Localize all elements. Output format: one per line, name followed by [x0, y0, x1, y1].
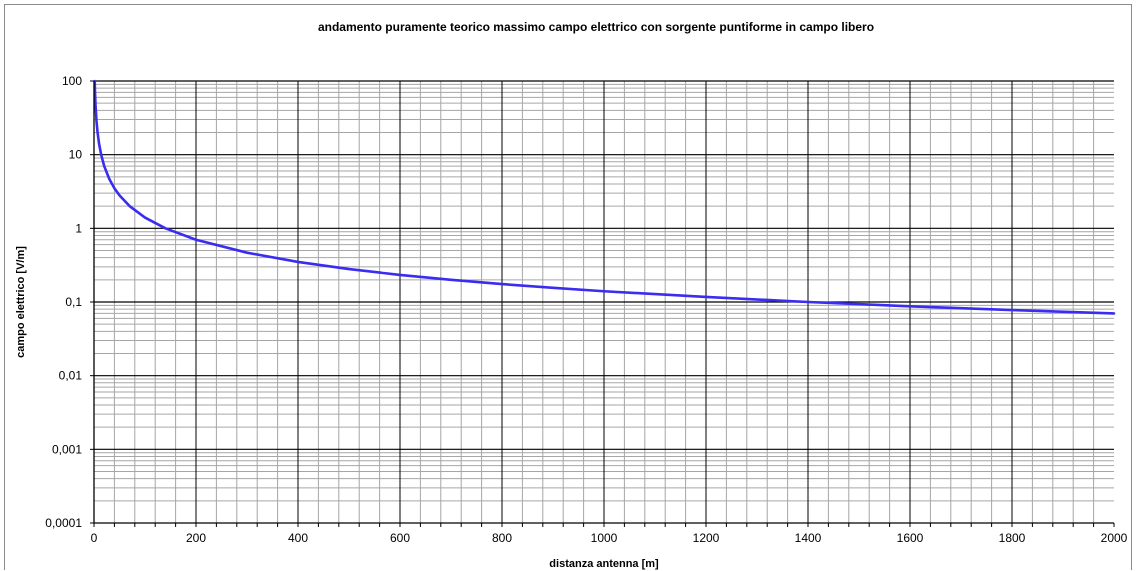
axes-group: [90, 80, 1115, 527]
y-tick-label: 0,01: [59, 369, 83, 383]
chart-title: andamento puramente teorico massimo camp…: [318, 20, 874, 34]
x-tick-label: 1200: [693, 531, 720, 545]
x-tick-label: 1600: [897, 531, 924, 545]
series-line: [93, 79, 1116, 315]
x-tick-label: 800: [492, 531, 512, 545]
x-tick-label: 1000: [591, 531, 618, 545]
x-tick-label: 200: [186, 531, 206, 545]
plot-grid: [94, 80, 1114, 523]
y-tick-label: 0,001: [52, 442, 82, 456]
y-tick-label: 1: [75, 221, 82, 235]
x-tick-label: 1800: [999, 531, 1026, 545]
x-tick-label: 2000: [1101, 531, 1128, 545]
x-tick-label: 400: [288, 531, 308, 545]
x-tick-label: 1400: [795, 531, 822, 545]
y-tick-label: 100: [62, 74, 82, 88]
y-tick-label: 0,0001: [45, 516, 82, 530]
series-group: [93, 79, 1116, 315]
x-axis-label: distanza antenna [m]: [549, 558, 659, 570]
y-tick-label: 0,1: [65, 295, 82, 309]
x-tick-label: 0: [91, 531, 98, 545]
chart-frame: [4, 4, 1132, 570]
y-axis-label: campo elettrico [V/m]: [15, 246, 27, 358]
y-tick-label: 10: [69, 148, 83, 162]
tick-labels: 0 200 400 600 800 1000 1200 1400 1600 1800 2000 0,0…: [45, 74, 1127, 545]
x-tick-label: 600: [390, 531, 410, 545]
